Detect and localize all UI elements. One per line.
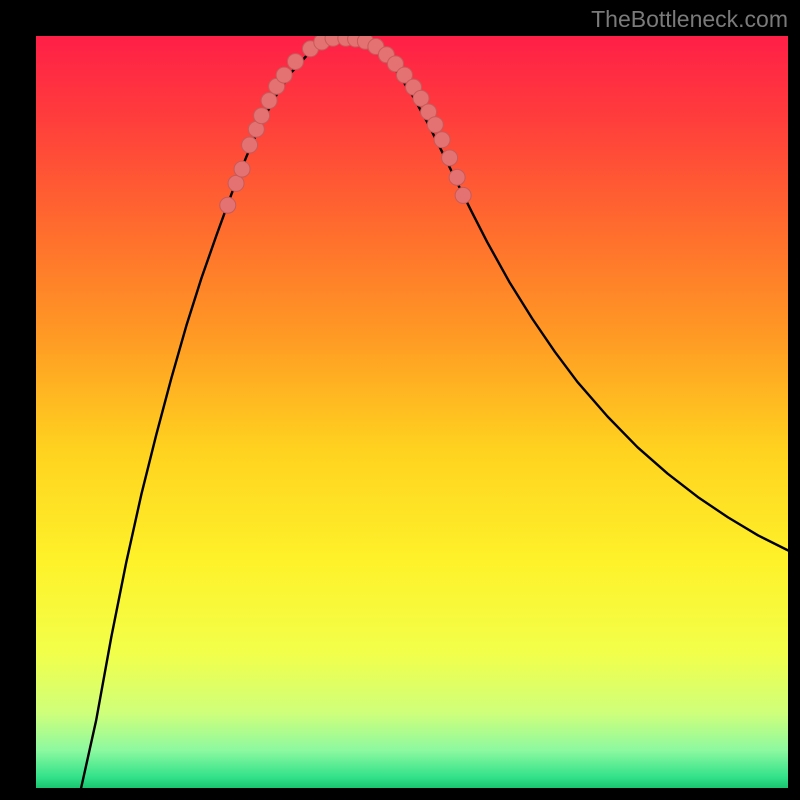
plot-area: [36, 36, 788, 788]
watermark-text: TheBottleneck.com: [591, 6, 788, 33]
data-point-marker: [455, 187, 471, 203]
data-point-marker: [434, 132, 450, 148]
data-point-marker: [234, 161, 250, 177]
data-point-marker: [427, 117, 443, 133]
data-point-marker: [287, 54, 303, 70]
data-point-marker: [242, 137, 258, 153]
bottleneck-curve: [81, 38, 788, 789]
data-point-marker: [442, 150, 458, 166]
data-point-marker: [449, 169, 465, 185]
data-point-marker: [254, 108, 270, 124]
data-point-marker: [228, 175, 244, 191]
data-point-marker: [276, 67, 292, 83]
data-point-marker: [261, 93, 277, 109]
chart-svg: [36, 36, 788, 788]
data-point-marker: [220, 197, 236, 213]
